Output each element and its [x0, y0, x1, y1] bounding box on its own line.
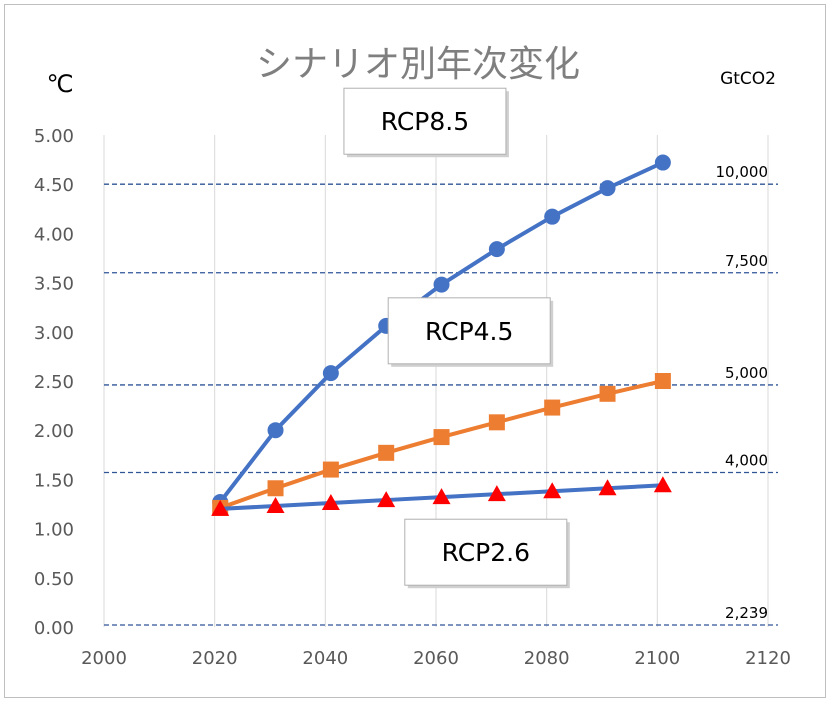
- y-tick-label: 3.50: [34, 274, 74, 295]
- y-tick-label: 4.50: [34, 175, 74, 196]
- data-point: [322, 461, 339, 478]
- y-tick-label: 3.00: [34, 323, 74, 344]
- data-point: [432, 488, 451, 505]
- data-point: [654, 154, 671, 171]
- data-point: [267, 480, 284, 497]
- x-tick-label: 2000: [81, 648, 127, 669]
- annotation-label: RCP8.5: [381, 107, 469, 136]
- data-point: [433, 276, 450, 293]
- x-tick-label: 2060: [413, 648, 459, 669]
- y-tick-label: 5.00: [34, 126, 74, 147]
- y-tick-label: 2.00: [34, 421, 74, 442]
- y-axis-label: ℃: [47, 70, 74, 98]
- y-tick-label: 1.00: [34, 520, 74, 541]
- y-tick-label: 0.00: [34, 618, 74, 639]
- data-point: [488, 414, 505, 431]
- y2-axis-label: GtCO2: [720, 69, 776, 89]
- data-point: [653, 476, 672, 493]
- reference-label: 7,500: [725, 252, 768, 270]
- reference-label: 2,239: [725, 604, 768, 622]
- data-point: [321, 494, 340, 511]
- data-point: [378, 444, 395, 461]
- data-point: [211, 499, 230, 516]
- annotation-label: RCP2.6: [442, 538, 530, 567]
- data-point: [544, 399, 561, 416]
- y-tick-label: 2.50: [34, 372, 74, 393]
- data-point: [654, 373, 671, 389]
- data-point: [267, 422, 284, 439]
- x-tick-label: 2020: [192, 648, 238, 669]
- x-tick-label: 2120: [745, 648, 791, 669]
- x-tick-label: 2040: [302, 648, 348, 669]
- chart-title: シナリオ別年次変化: [256, 44, 580, 85]
- data-point: [543, 482, 562, 499]
- annotation-box: [343, 87, 507, 155]
- data-point: [599, 385, 616, 402]
- data-point: [433, 429, 450, 446]
- reference-label: 5,000: [725, 364, 768, 382]
- reference-label: 4,000: [725, 452, 768, 470]
- data-point: [322, 365, 339, 382]
- x-tick-label: 2100: [634, 648, 680, 669]
- annotation-label: RCP4.5: [425, 317, 513, 346]
- data-point: [266, 496, 285, 513]
- annotation-box: [387, 297, 551, 365]
- data-point: [544, 208, 561, 225]
- data-point: [599, 180, 616, 197]
- data-point: [377, 491, 396, 508]
- x-tick-label: 2080: [524, 648, 570, 669]
- data-point: [487, 485, 506, 502]
- reference-label: 10,000: [716, 163, 769, 181]
- y-tick-label: 0.50: [34, 569, 74, 590]
- annotation-box: [404, 518, 568, 586]
- data-point: [598, 479, 617, 496]
- y-tick-label: 4.00: [34, 224, 74, 245]
- y-tick-label: 1.50: [34, 470, 74, 491]
- data-point: [488, 241, 505, 258]
